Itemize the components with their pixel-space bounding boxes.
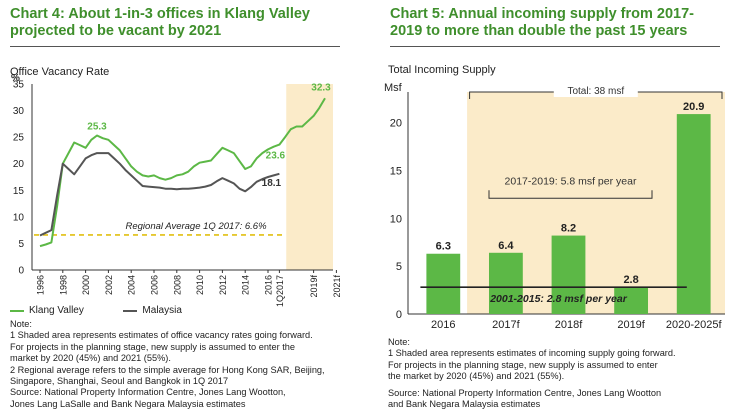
chart5-plot: Total: 38 msf Msf 0 5 10 15 20 6.3 2016 6.4 2017f 8… [384, 82, 725, 331]
chart4-title-rule [10, 46, 340, 47]
y-tick-label: 35 [13, 80, 25, 91]
legend-swatch-malaysia [123, 309, 138, 312]
bar-2018f [551, 235, 586, 314]
bar-value-label: 6.4 [498, 240, 514, 252]
klang-valley-line [39, 97, 326, 248]
x-tick-label: 2004 [127, 275, 137, 295]
data-label-klang-valley-2001: 25.3 [87, 122, 107, 133]
bar-2016 [426, 253, 461, 314]
note-line: For projects in the planning stage, new … [10, 341, 295, 352]
note-line: the market by 2020 (45%) and 2021 (55%). [388, 371, 565, 382]
x-tick-label: 2000 [81, 275, 91, 295]
y-axis-unit: Msf [384, 82, 403, 94]
x-tick-label: 2016 [264, 275, 274, 295]
x-tick-label: 2016 [431, 319, 455, 331]
note-line: Note: [388, 337, 410, 347]
note-line: 1 Shaded area represents estimates of in… [388, 348, 676, 359]
y-tick-label: 0 [18, 266, 24, 277]
legend-klang-valley: Klang Valley [29, 305, 84, 316]
x-tick-label: 1996 [36, 275, 46, 295]
bar-2020-2025f [676, 114, 711, 314]
y-tick-label: 30 [13, 106, 25, 117]
forecast-shade [286, 84, 333, 270]
y-tick-label: 15 [390, 166, 402, 178]
x-tick-label: 1Q2017 [275, 275, 285, 307]
x-tick-label: 2012 [218, 275, 228, 295]
y-tick-label: 0 [396, 309, 402, 321]
total-label-bg [553, 83, 638, 97]
x-tick-label: 2006 [150, 275, 160, 295]
data-label-klang-valley-2017: 23.6 [266, 151, 286, 162]
malaysia-line [39, 152, 280, 237]
x-tick-label: 2019f [309, 275, 319, 298]
chart5-title-rule [390, 46, 720, 47]
note-line: Singapore, Shanghai, Seoul and Bangkok i… [10, 376, 229, 387]
x-tick-label: 2017f [492, 319, 520, 331]
chart4-legend: Klang Valley Malaysia [10, 305, 182, 316]
source-line: Source: National Property Information Ce… [388, 387, 662, 398]
chart4-panel: Chart 4: About 1-in-3 offices in Klang V… [0, 0, 360, 420]
source-line: Source: National Property Information Ce… [10, 387, 286, 398]
bar-value-label: 2.8 [623, 274, 638, 286]
chart5-notes: Note: 1 Shaded area represents estimates… [388, 337, 676, 410]
data-label-klang-valley-2021: 32.3 [311, 82, 331, 93]
regional-average-label: Regional Average 1Q 2017: 6.6% [126, 221, 268, 232]
chart5-title: Chart 5: Annual incoming supply from 201… [390, 6, 695, 39]
x-tick-label: 2020-2025f [666, 319, 723, 331]
note-line: For projects in the planning stage, new … [388, 359, 658, 370]
x-tick-label: 2008 [172, 275, 182, 295]
y-tick-label: 25 [13, 133, 25, 144]
x-tick-label: 1998 [58, 275, 68, 295]
period-bracket-label: 2017-2019: 5.8 msf per year [505, 175, 637, 187]
period-bracket [488, 190, 653, 199]
source-line: Jones Lang LaSalle and Bank Negara Malay… [10, 398, 246, 409]
chart4-plot: % 0 5 10 15 20 25 30 35 1996 1998 2000 2002 2004 2006 2… [11, 73, 342, 307]
x-tick-label: 2021f [332, 275, 342, 298]
y-tick-label: 10 [13, 212, 25, 223]
legend-malaysia: Malaysia [142, 305, 182, 316]
data-label-malaysia-2017: 18.1 [262, 178, 282, 189]
note-line: 2 Regional average refers to the simple … [10, 364, 325, 375]
bar-2017f [488, 252, 523, 314]
bar-value-label: 20.9 [683, 101, 704, 113]
bar-value-label: 6.3 [436, 241, 451, 253]
y-tick-label: 5 [396, 261, 402, 273]
y-tick-label: 15 [13, 186, 25, 197]
bar-value-label: 8.2 [561, 223, 576, 235]
chart5-subtitle: Total Incoming Supply [388, 64, 496, 76]
note-line: Note: [10, 319, 32, 329]
y-tick-label: 20 [390, 118, 402, 130]
y-tick-label: 20 [13, 159, 25, 170]
y-tick-label: 5 [18, 239, 24, 250]
total-label: Total: 38 msf [567, 86, 624, 97]
x-tick-label: 2019f [617, 319, 645, 331]
x-tick-label: 2014 [241, 275, 251, 295]
chart4-notes: Note: 1 Shaded area represents estimates… [10, 319, 325, 410]
y-tick-label: 10 [390, 213, 402, 225]
chart4-subtitle: Office Vacancy Rate [10, 66, 110, 78]
note-line: market by 2020 (45%) and 2021 (55%). [10, 353, 171, 364]
x-tick-label: 2010 [195, 275, 205, 295]
source-line: and Bank Negara Malaysia estimates [388, 399, 541, 410]
legend-swatch-klang-valley [10, 309, 24, 312]
chart5-panel: Chart 5: Annual incoming supply from 201… [380, 0, 735, 420]
y-axis-unit: % [11, 73, 20, 84]
bar-2019f [614, 287, 649, 314]
x-tick-label: 2018f [555, 319, 583, 331]
x-tick-label: 2002 [104, 275, 114, 295]
chart4-title: Chart 4: About 1-in-3 offices in Klang V… [10, 6, 310, 39]
historical-average-label: 2001-2015: 2.8 msf per year [489, 293, 628, 305]
note-line: 1 Shaded area represents estimates of of… [10, 330, 313, 341]
